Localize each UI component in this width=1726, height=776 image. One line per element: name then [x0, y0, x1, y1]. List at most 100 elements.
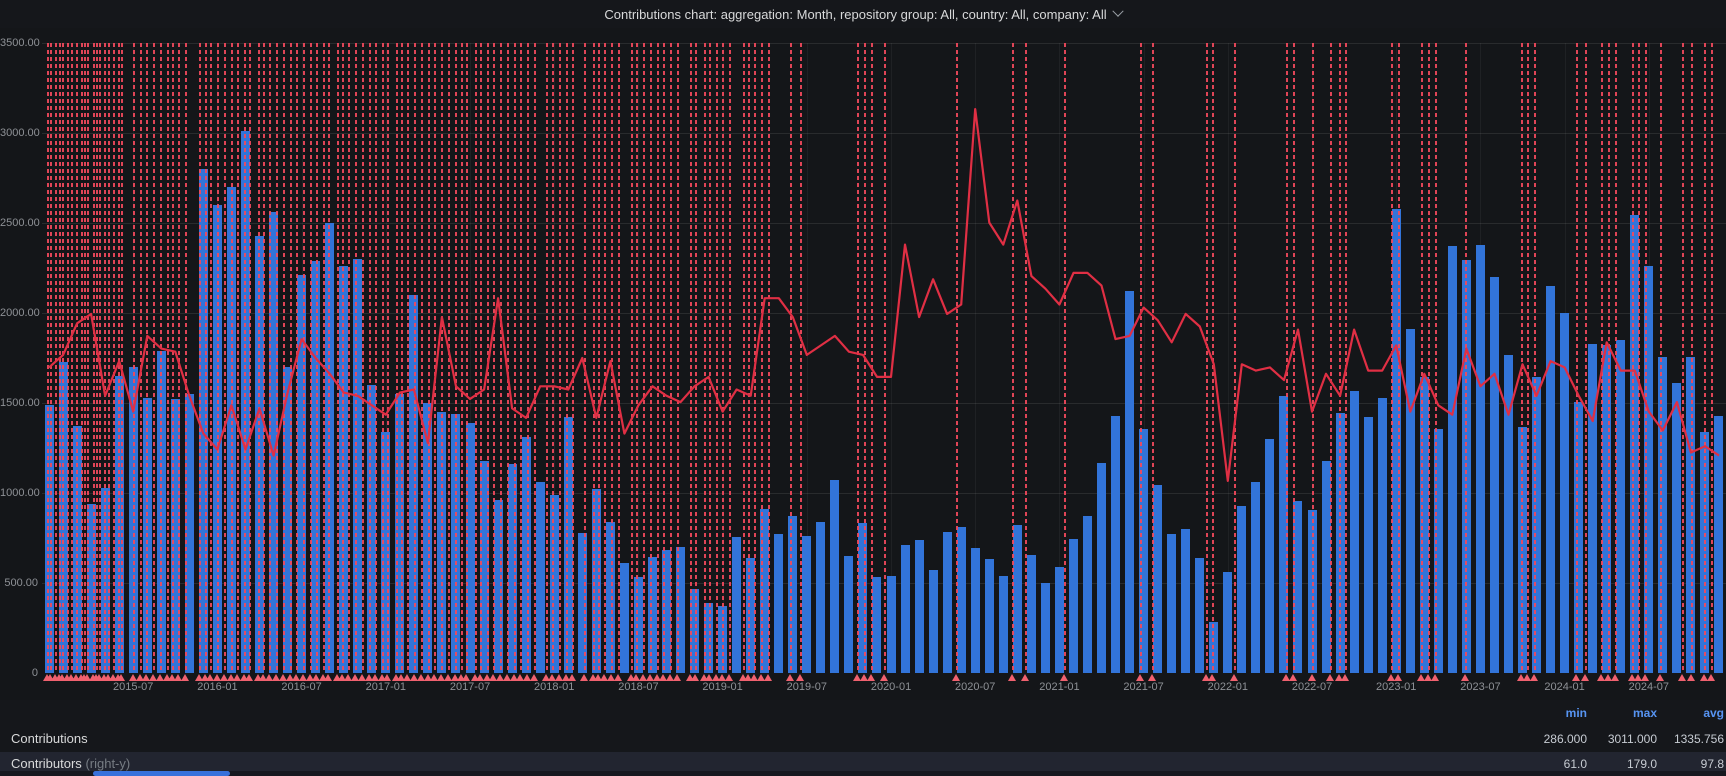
annotation-line[interactable]	[695, 43, 698, 673]
annotation-line[interactable]	[1011, 43, 1014, 673]
annotation-marker[interactable]	[258, 674, 267, 681]
annotation-line[interactable]	[230, 43, 233, 673]
annotation-line[interactable]	[217, 43, 220, 673]
annotation-line[interactable]	[1601, 43, 1604, 673]
annotation-marker[interactable]	[1530, 674, 1539, 681]
annotation-line[interactable]	[1631, 43, 1634, 673]
annotation-line[interactable]	[1660, 43, 1663, 673]
contribution-bar[interactable]	[297, 275, 307, 673]
annotation-line[interactable]	[1645, 43, 1648, 673]
contribution-bar[interactable]	[1139, 429, 1149, 673]
annotation-line[interactable]	[592, 43, 595, 673]
annotation-line[interactable]	[139, 43, 142, 673]
annotation-marker[interactable]	[785, 674, 794, 681]
annotation-line[interactable]	[1690, 43, 1693, 673]
annotation-line[interactable]	[99, 43, 102, 673]
contribution-bar[interactable]	[1026, 555, 1036, 673]
annotation-line[interactable]	[1534, 43, 1537, 673]
annotation-marker[interactable]	[324, 674, 333, 681]
annotation-marker[interactable]	[1386, 674, 1395, 681]
annotation-line[interactable]	[708, 43, 711, 673]
annotation-marker[interactable]	[666, 674, 675, 681]
contribution-bar[interactable]	[367, 385, 377, 673]
contribution-bar[interactable]	[619, 563, 629, 673]
annotation-line[interactable]	[742, 43, 745, 673]
annotation-line[interactable]	[1427, 43, 1430, 673]
annotation-marker[interactable]	[285, 674, 294, 681]
annotation-line[interactable]	[355, 43, 358, 673]
annotation-line[interactable]	[703, 43, 706, 673]
annotation-marker[interactable]	[142, 674, 151, 681]
annotation-marker[interactable]	[548, 674, 557, 681]
annotation-marker[interactable]	[1634, 674, 1643, 681]
annotation-line[interactable]	[223, 43, 226, 673]
annotation-line[interactable]	[474, 43, 477, 673]
contribution-bar[interactable]	[1111, 415, 1121, 673]
scrollbar-thumb[interactable]	[93, 771, 230, 776]
contribution-bar[interactable]	[1574, 402, 1584, 673]
annotation-marker[interactable]	[299, 674, 308, 681]
annotation-line[interactable]	[67, 43, 70, 673]
contribution-bar[interactable]	[1054, 566, 1064, 673]
annotation-marker[interactable]	[272, 674, 281, 681]
legend-header-max[interactable]: max	[1632, 706, 1657, 720]
annotation-line[interactable]	[55, 43, 58, 673]
annotation-line[interactable]	[153, 43, 156, 673]
annotation-line[interactable]	[1390, 43, 1393, 673]
annotation-line[interactable]	[198, 43, 201, 673]
annotation-marker[interactable]	[167, 674, 176, 681]
contribution-bar[interactable]	[605, 521, 615, 673]
annotation-marker[interactable]	[1604, 674, 1613, 681]
annotation-line[interactable]	[328, 43, 331, 673]
contribution-bar[interactable]	[914, 539, 924, 673]
annotation-line[interactable]	[420, 43, 423, 673]
annotation-line[interactable]	[441, 43, 444, 673]
annotation-marker[interactable]	[489, 674, 498, 681]
annotation-line[interactable]	[1212, 43, 1215, 673]
contribution-bar[interactable]	[1251, 482, 1261, 673]
annotation-marker[interactable]	[135, 674, 144, 681]
annotation-line[interactable]	[447, 43, 450, 673]
annotation-marker[interactable]	[174, 674, 183, 681]
contribution-bar[interactable]	[1616, 340, 1626, 673]
contribution-bar[interactable]	[1097, 463, 1107, 673]
annotation-marker[interactable]	[128, 674, 137, 681]
annotation-marker[interactable]	[1007, 674, 1016, 681]
contribution-bar[interactable]	[984, 558, 994, 673]
annotation-marker[interactable]	[795, 674, 804, 681]
annotation-line[interactable]	[244, 43, 247, 673]
horizontal-scrollbar[interactable]	[0, 771, 1726, 776]
contribution-bar[interactable]	[970, 547, 980, 673]
annotation-marker[interactable]	[332, 674, 341, 681]
annotation-line[interactable]	[486, 43, 489, 673]
annotation-marker[interactable]	[423, 674, 432, 681]
annotation-line[interactable]	[276, 43, 279, 673]
annotation-line[interactable]	[316, 43, 319, 673]
annotation-line[interactable]	[237, 43, 240, 673]
annotation-line[interactable]	[361, 43, 364, 673]
legend-header-min[interactable]: min	[1565, 706, 1587, 720]
annotation-line[interactable]	[434, 43, 437, 673]
annotation-marker[interactable]	[750, 674, 759, 681]
contribution-bar[interactable]	[690, 589, 700, 673]
annotation-marker[interactable]	[1686, 674, 1695, 681]
annotation-marker[interactable]	[866, 674, 875, 681]
annotation-line[interactable]	[454, 43, 457, 673]
annotation-line[interactable]	[1286, 43, 1289, 673]
annotation-marker[interactable]	[496, 674, 505, 681]
annotation-line[interactable]	[257, 43, 260, 673]
annotation-marker[interactable]	[659, 674, 668, 681]
annotation-marker[interactable]	[686, 674, 695, 681]
annotation-line[interactable]	[427, 43, 430, 673]
annotation-line[interactable]	[1421, 43, 1424, 673]
annotation-line[interactable]	[761, 43, 764, 673]
annotation-marker[interactable]	[541, 674, 550, 681]
contribution-bar[interactable]	[858, 522, 868, 673]
annotation-marker[interactable]	[201, 674, 210, 681]
contribution-bar[interactable]	[86, 503, 96, 673]
annotation-line[interactable]	[643, 43, 646, 673]
annotation-line[interactable]	[341, 43, 344, 673]
contribution-bar[interactable]	[1082, 516, 1092, 673]
annotation-marker[interactable]	[344, 674, 353, 681]
annotation-line[interactable]	[558, 43, 561, 673]
